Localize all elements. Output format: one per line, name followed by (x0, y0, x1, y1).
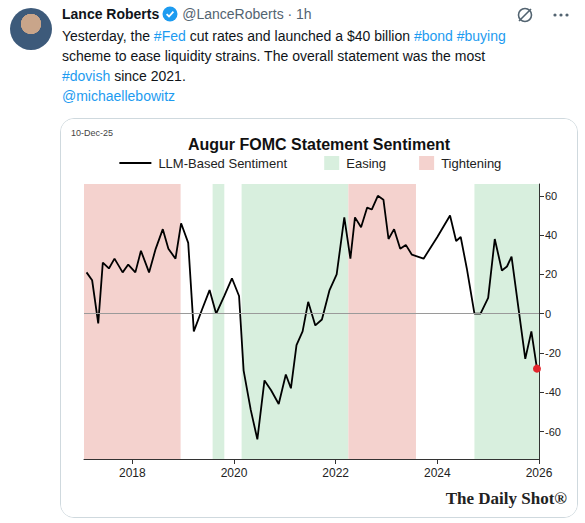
html-text:Yesterday, the #Fed cut rates: Yesterday, the #Fed cut rates and launch… (62, 28, 506, 44)
html-text:#dovish since 2021.: #dovish since 2021. (62, 68, 186, 84)
svg-text:2026: 2026 (526, 466, 553, 480)
svg-text:LLM-Based Sentiment: LLM-Based Sentiment (158, 156, 287, 171)
svg-text:40: 40 (545, 229, 557, 241)
svg-text:0: 0 (545, 308, 551, 320)
svg-text:The Daily Shot®: The Daily Shot® (446, 489, 568, 508)
svg-text:2022: 2022 (322, 466, 349, 480)
html-text:@LanceRoberts · 1h: @LanceRoberts · 1h (182, 6, 312, 22)
html-text:@michaellebowitz: @michaellebowitz (62, 88, 175, 104)
svg-text:2018: 2018 (119, 466, 146, 480)
svg-text:10-Dec-25: 10-Dec-25 (71, 128, 113, 138)
svg-text:60: 60 (545, 190, 557, 202)
svg-text:2024: 2024 (424, 466, 451, 480)
html-text:Lance Roberts: Lance Roberts (62, 6, 160, 22)
svg-text:2020: 2020 (221, 466, 248, 480)
svg-text:Easing: Easing (346, 156, 386, 171)
svg-text:Augur FOMC Statement Sentiment: Augur FOMC Statement Sentiment (188, 136, 451, 153)
html-text:scheme to ease liquidity strai: scheme to ease liquidity strains. The ov… (62, 48, 486, 64)
svg-text:-40: -40 (545, 386, 561, 398)
svg-text:20: 20 (545, 268, 557, 280)
svg-text:-60: -60 (545, 426, 561, 438)
svg-text:Tightening: Tightening (441, 156, 501, 171)
svg-text:-20: -20 (545, 347, 561, 359)
